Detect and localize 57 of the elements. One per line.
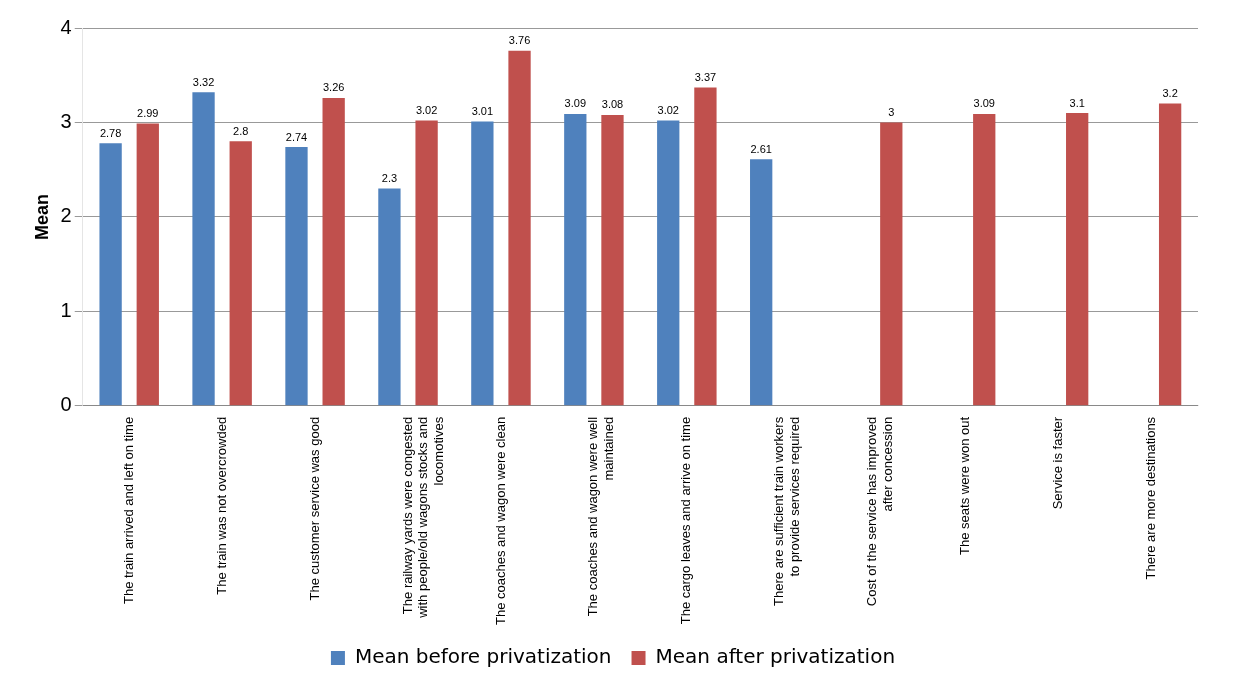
x-tick-label: The train was not overcrowded — [213, 416, 229, 595]
y-tick-label: 2 — [60, 204, 72, 227]
bar — [415, 120, 438, 406]
x-tick-label: The railway yards were congested with people/old wagons stocks and locomotives — [399, 416, 446, 619]
bar — [1158, 103, 1182, 406]
bar — [99, 143, 122, 406]
data-label: 3.32 — [192, 75, 215, 88]
x-tick-label: Service is faster — [1050, 416, 1066, 510]
data-label: 3.02 — [657, 104, 679, 117]
x-tick-label: The coaches and wagon were well maintained — [585, 416, 617, 617]
legend-label: Mean before privatization — [354, 644, 612, 669]
data-label: 3.37 — [694, 71, 717, 84]
bar — [694, 87, 717, 406]
data-label: 2.8 — [233, 124, 249, 137]
x-tick-label: The train arrived and left on time — [120, 416, 136, 605]
data-label: 2.78 — [99, 126, 122, 139]
bar — [378, 188, 401, 406]
data-label: 2.3 — [381, 172, 398, 185]
bar — [564, 113, 587, 406]
bar — [322, 97, 345, 406]
data-label: 3.08 — [601, 98, 624, 111]
y-tick-label: 1 — [60, 298, 72, 321]
data-label: 3 — [888, 106, 895, 118]
data-label: 3.01 — [471, 105, 494, 118]
x-tick-label: The seats were won out — [957, 416, 973, 555]
data-label: 3.09 — [564, 97, 587, 110]
bar — [192, 92, 215, 406]
y-tick-label: 3 — [60, 109, 72, 132]
y-axis-title: Mean — [31, 193, 52, 240]
data-label: 2.61 — [750, 142, 772, 155]
bar — [601, 114, 624, 406]
bar — [229, 141, 252, 406]
x-tick-label: The customer service was good — [306, 416, 322, 601]
x-tick-label: There are more destinations — [1143, 416, 1159, 580]
data-label: 2.74 — [285, 130, 308, 143]
y-tick-label: 4 — [60, 15, 72, 38]
bar — [657, 120, 680, 406]
bar — [880, 122, 903, 406]
legend-label: Mean after privatization — [655, 644, 896, 669]
bar — [973, 113, 996, 406]
x-tick-label: The cargo leaves and arrive on time — [678, 416, 694, 625]
bar — [750, 159, 773, 406]
bar — [1066, 113, 1089, 406]
data-label: 3.09 — [973, 97, 995, 110]
x-tick-label: The coaches and wagon were clean — [492, 416, 508, 626]
data-label: 2.99 — [137, 106, 159, 119]
data-label: 3.02 — [415, 104, 438, 117]
data-label: 3.26 — [322, 81, 345, 94]
bar — [471, 121, 494, 406]
x-tick-label: There are sufficient train workers to provide services required — [771, 416, 802, 606]
bar — [508, 50, 531, 406]
bar — [285, 147, 308, 406]
y-tick-label: 0 — [60, 393, 72, 416]
data-label: 3.1 — [1069, 96, 1085, 109]
data-label: 3.2 — [1162, 87, 1178, 100]
data-label: 3.76 — [508, 34, 531, 47]
bar — [136, 123, 159, 406]
